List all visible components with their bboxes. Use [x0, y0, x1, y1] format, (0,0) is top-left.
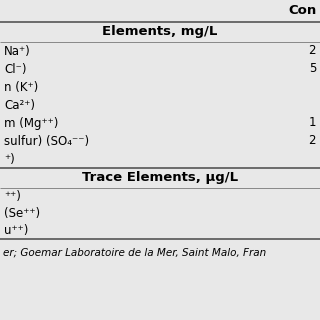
Text: Ca²⁺): Ca²⁺): [4, 99, 35, 111]
Text: Na⁺): Na⁺): [4, 44, 31, 58]
Text: Trace Elements, μg/L: Trace Elements, μg/L: [82, 172, 238, 185]
Text: n (K⁺): n (K⁺): [4, 81, 38, 93]
Text: (Se⁺⁺): (Se⁺⁺): [4, 207, 40, 220]
Text: Con: Con: [289, 4, 317, 18]
Text: ⁺⁺): ⁺⁺): [4, 190, 21, 203]
Text: 2: 2: [308, 134, 316, 148]
Text: m (Mg⁺⁺): m (Mg⁺⁺): [4, 116, 58, 130]
Text: Elements, mg/L: Elements, mg/L: [102, 26, 218, 38]
Text: 5: 5: [308, 62, 316, 76]
Text: 1: 1: [308, 116, 316, 130]
Text: sulfur) (SO₄⁻⁻): sulfur) (SO₄⁻⁻): [4, 134, 89, 148]
Text: Cl⁻): Cl⁻): [4, 62, 27, 76]
Text: u⁺⁺): u⁺⁺): [4, 224, 28, 237]
Text: 2: 2: [308, 44, 316, 58]
Text: er; Goemar Laboratoire de la Mer, Saint Malo, Fran: er; Goemar Laboratoire de la Mer, Saint …: [3, 248, 266, 258]
Text: ⁺): ⁺): [4, 153, 15, 165]
